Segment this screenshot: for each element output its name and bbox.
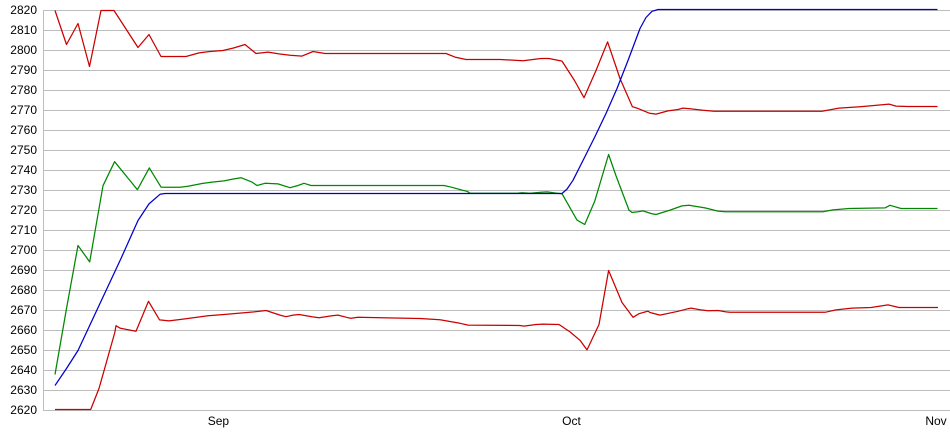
svg-text:2740: 2740 [10, 163, 37, 177]
svg-text:Nov: Nov [925, 414, 946, 428]
svg-text:2780: 2780 [10, 83, 37, 97]
svg-text:2720: 2720 [10, 203, 37, 217]
svg-text:2650: 2650 [10, 343, 37, 357]
svg-text:2730: 2730 [10, 183, 37, 197]
svg-text:2700: 2700 [10, 243, 37, 257]
svg-text:2770: 2770 [10, 103, 37, 117]
svg-text:2790: 2790 [10, 63, 37, 77]
svg-text:2640: 2640 [10, 363, 37, 377]
svg-text:2660: 2660 [10, 323, 37, 337]
svg-text:2680: 2680 [10, 283, 37, 297]
svg-text:2760: 2760 [10, 123, 37, 137]
svg-text:2750: 2750 [10, 143, 37, 157]
svg-text:2620: 2620 [10, 403, 37, 417]
svg-text:2710: 2710 [10, 223, 37, 237]
svg-text:2630: 2630 [10, 383, 37, 397]
svg-text:2670: 2670 [10, 303, 37, 317]
svg-text:2800: 2800 [10, 43, 37, 57]
svg-text:2810: 2810 [10, 23, 37, 37]
svg-text:2690: 2690 [10, 263, 37, 277]
svg-text:2820: 2820 [10, 3, 37, 17]
svg-text:Sep: Sep [208, 414, 230, 428]
svg-text:Oct: Oct [562, 414, 581, 428]
